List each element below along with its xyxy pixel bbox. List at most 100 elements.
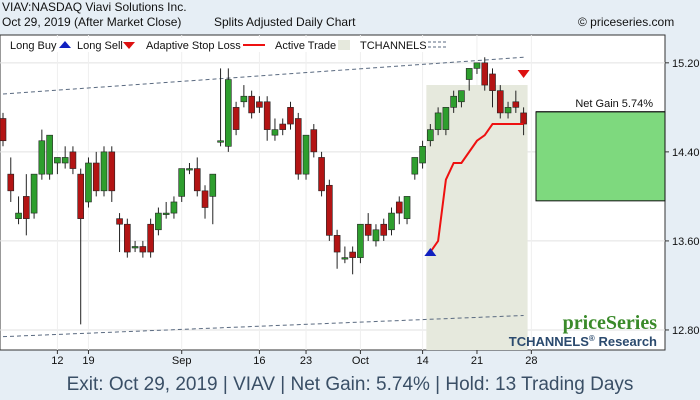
candle-body bbox=[450, 95, 457, 108]
candle-body bbox=[139, 246, 147, 253]
candle-body bbox=[512, 101, 520, 108]
net-gain-box bbox=[535, 111, 666, 202]
candle-body bbox=[419, 146, 426, 164]
candle-body bbox=[85, 162, 92, 203]
legend: Long Buy Long Sell Adaptive Stop Loss Ac… bbox=[4, 38, 454, 52]
candle-body bbox=[248, 95, 255, 114]
candle-body bbox=[294, 118, 302, 175]
candle-body bbox=[403, 196, 411, 219]
candle-body bbox=[473, 62, 481, 69]
candle-body bbox=[380, 223, 388, 236]
candle-body bbox=[0, 118, 7, 142]
candle-body bbox=[287, 107, 294, 125]
branding: priceSeries TCHANNELS® Research bbox=[509, 312, 657, 349]
candle-body bbox=[388, 212, 395, 231]
y-tick-label: 14.40 bbox=[672, 147, 700, 159]
candle-body bbox=[434, 112, 442, 130]
candle-body bbox=[318, 157, 325, 192]
candle-body bbox=[131, 246, 139, 249]
net-gain-label: Net Gain 5.74% bbox=[575, 98, 653, 110]
priceseries-logo: priceSeries bbox=[563, 312, 658, 334]
symbol-line: VIAV:NASDAQ Viavi Solutions Inc. bbox=[2, 0, 187, 14]
candle-body bbox=[256, 101, 263, 108]
candle-body bbox=[201, 190, 209, 208]
candle-body bbox=[372, 229, 380, 242]
legend-active-trade: Active Trade bbox=[275, 40, 336, 52]
candle-body bbox=[232, 107, 240, 130]
candle-body bbox=[69, 151, 77, 169]
candle-body bbox=[349, 251, 356, 258]
price-chart: Net Gain 5.74% 12.80 13.60 14.40 15.20 12 19… bbox=[0, 34, 700, 367]
x-tick-label: 23 bbox=[300, 355, 312, 367]
candle-body bbox=[124, 223, 131, 253]
candle-body bbox=[178, 168, 186, 197]
candle-body bbox=[108, 151, 116, 192]
candle-body bbox=[225, 79, 232, 147]
tchannels bbox=[2, 56, 524, 338]
candle-body bbox=[481, 62, 489, 86]
candle-body bbox=[489, 73, 496, 91]
candle-body bbox=[357, 223, 364, 258]
long-sell-arrow bbox=[517, 69, 530, 78]
copyright: © priceseries.com bbox=[578, 15, 675, 29]
stop-loss-line bbox=[429, 123, 524, 253]
footer-summary: Exit: Oct 29, 2019 | VIAV | Net Gain: 5.… bbox=[66, 374, 634, 395]
candle-body bbox=[442, 107, 450, 130]
candle-body bbox=[310, 129, 318, 153]
candle-body bbox=[364, 223, 372, 236]
candle-body bbox=[341, 257, 349, 260]
candle-body bbox=[411, 157, 419, 175]
candle-body bbox=[38, 140, 46, 175]
candle-body bbox=[333, 235, 341, 253]
candle-body bbox=[193, 168, 201, 192]
chart-subtitle: Splits Adjusted Daily Chart bbox=[214, 15, 356, 29]
candle-body bbox=[279, 123, 287, 130]
x-tick-label: 19 bbox=[82, 355, 94, 367]
candle-body bbox=[217, 140, 224, 143]
x-tick-label: 12 bbox=[51, 355, 63, 367]
candle-body bbox=[162, 212, 170, 215]
legend-tchannels: TCHANNELS bbox=[360, 40, 427, 52]
candle-body bbox=[147, 223, 154, 253]
candle-body bbox=[395, 201, 403, 214]
candle-body bbox=[427, 129, 434, 142]
candle-body bbox=[7, 173, 15, 192]
y-tick-label: 15.20 bbox=[672, 58, 700, 70]
channel-lower-line bbox=[2, 314, 524, 338]
candle-body bbox=[302, 134, 310, 175]
candle-body bbox=[170, 201, 178, 214]
date-line: Oct 29, 2019 (After Market Close) bbox=[2, 15, 182, 29]
candle-body bbox=[186, 168, 193, 171]
x-tick-label: 16 bbox=[253, 355, 265, 367]
x-tick-label: Sep bbox=[172, 355, 192, 367]
tchannels-research: TCHANNELS® Research bbox=[509, 334, 657, 349]
candle-body bbox=[263, 101, 271, 130]
x-tick-label: 21 bbox=[471, 355, 483, 367]
candle-body bbox=[326, 184, 333, 236]
candle-body bbox=[15, 212, 22, 219]
candle-body bbox=[100, 151, 108, 192]
candle-body bbox=[30, 173, 38, 214]
candle-body bbox=[496, 90, 504, 114]
candle-body bbox=[520, 112, 527, 125]
legend-stop-loss: Adaptive Stop Loss bbox=[146, 40, 241, 52]
legend-long-sell: Long Sell bbox=[77, 40, 123, 52]
candle-body bbox=[92, 162, 100, 192]
candle-body bbox=[61, 157, 69, 164]
candle-body bbox=[155, 212, 162, 231]
long-sell-arrow-icon bbox=[123, 42, 135, 49]
candle-body bbox=[54, 157, 61, 164]
trade-signals bbox=[424, 69, 530, 257]
candle-body bbox=[209, 173, 217, 197]
candle-body bbox=[458, 90, 465, 103]
channel-upper-line bbox=[2, 56, 524, 95]
y-axis: 12.80 13.60 14.40 15.20 bbox=[665, 58, 700, 337]
y-tick-label: 13.60 bbox=[672, 236, 700, 248]
net-gain-group: Net Gain 5.74% bbox=[535, 98, 666, 202]
x-axis: 12 19 Sep 16 23 Oct 14 21 28 bbox=[51, 350, 537, 367]
candle-body bbox=[23, 196, 30, 219]
stop-loss-path bbox=[429, 123, 524, 253]
candles bbox=[0, 57, 527, 325]
candle-body bbox=[116, 218, 123, 225]
long-buy-arrow-icon bbox=[59, 41, 71, 48]
